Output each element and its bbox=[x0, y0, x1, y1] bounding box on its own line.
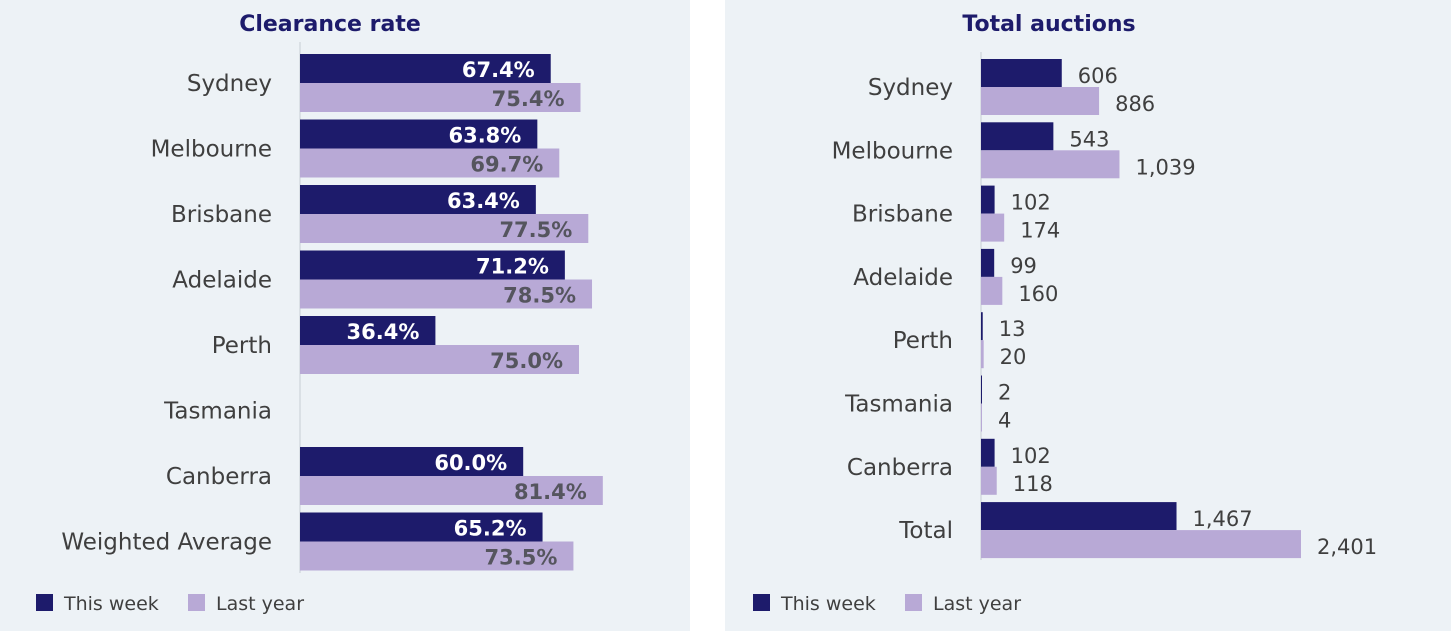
data-label: 174 bbox=[1020, 219, 1060, 243]
category-label: Tasmania bbox=[163, 399, 272, 425]
legend-label-last-year: Last year bbox=[216, 593, 304, 615]
category-label: Melbourne bbox=[151, 137, 272, 163]
bar-this-week bbox=[981, 122, 1054, 151]
data-label: 160 bbox=[1018, 282, 1058, 306]
bar-this-week bbox=[981, 59, 1062, 87]
chart-title: Total auctions bbox=[962, 12, 1135, 37]
legend-swatch-this-week bbox=[36, 594, 53, 611]
data-label: 13 bbox=[999, 317, 1026, 341]
data-label: 886 bbox=[1115, 92, 1155, 116]
bar-last-year bbox=[300, 345, 579, 374]
bar-this-week bbox=[300, 316, 436, 345]
legend-swatch-last-year bbox=[188, 594, 205, 611]
bar-last-year bbox=[981, 466, 997, 495]
total-auctions-panel: Total auctions Sydney 606 886 Melbourne 543 1,… bbox=[725, 0, 1451, 631]
bar-last-year bbox=[981, 276, 1003, 305]
data-label: 1,039 bbox=[1135, 155, 1195, 179]
legend-label-this-week: This week bbox=[63, 593, 159, 615]
bar-this-week bbox=[981, 375, 982, 404]
chart-title: Clearance rate bbox=[239, 12, 421, 37]
legend-label-last-year: Last year bbox=[933, 593, 1021, 615]
data-label: 102 bbox=[1011, 191, 1051, 215]
category-label: Canberra bbox=[166, 464, 272, 490]
data-label: 1,467 bbox=[1193, 507, 1253, 531]
bar-last-year bbox=[300, 541, 574, 571]
data-label: 73.5% bbox=[485, 546, 558, 570]
legend-label-this-week: This week bbox=[780, 593, 876, 615]
data-label: 81.4% bbox=[514, 480, 587, 504]
bar-last-year bbox=[981, 340, 984, 369]
data-label: 71.2% bbox=[476, 255, 549, 279]
data-label: 118 bbox=[1013, 472, 1053, 496]
category-label: Perth bbox=[212, 333, 272, 359]
bar-last-year bbox=[300, 279, 593, 309]
data-label: 4 bbox=[998, 409, 1011, 433]
category-label: Weighted Average bbox=[61, 530, 272, 556]
bar-this-week bbox=[300, 250, 565, 280]
bar-this-week bbox=[981, 248, 995, 277]
bar-this-week bbox=[981, 502, 1177, 531]
category-label: Brisbane bbox=[852, 202, 953, 228]
data-label: 67.4% bbox=[462, 58, 535, 82]
data-label: 543 bbox=[1069, 127, 1109, 151]
bar-last-year bbox=[981, 530, 1301, 559]
clearance-rate-panel: Clearance rate Sydney 67.4% 75.4% Melbourne 6… bbox=[0, 0, 690, 631]
data-label: 63.4% bbox=[447, 189, 520, 213]
bar-this-week bbox=[300, 185, 536, 214]
bar-last-year bbox=[300, 83, 581, 112]
bar-this-week bbox=[981, 312, 983, 341]
category-label: Perth bbox=[893, 328, 953, 354]
bar-this-week bbox=[300, 447, 524, 476]
legend-swatch-this-week bbox=[753, 594, 770, 611]
data-label: 102 bbox=[1011, 444, 1051, 468]
data-label: 78.5% bbox=[503, 284, 576, 308]
data-label: 606 bbox=[1078, 64, 1118, 88]
bar-last-year bbox=[981, 150, 1120, 179]
bar-last-year bbox=[300, 476, 603, 505]
data-label: 75.4% bbox=[492, 87, 565, 111]
category-label: Melbourne bbox=[832, 138, 953, 164]
data-label: 65.2% bbox=[454, 517, 527, 541]
bar-last-year bbox=[981, 213, 1005, 242]
data-label: 63.8% bbox=[448, 124, 521, 148]
bar-last-year bbox=[300, 148, 560, 178]
category-label: Canberra bbox=[847, 455, 953, 481]
category-label: Tasmania bbox=[844, 392, 953, 418]
data-label: 69.7% bbox=[470, 153, 543, 177]
data-label: 2 bbox=[998, 381, 1011, 405]
data-label: 36.4% bbox=[347, 320, 420, 344]
bar-last-year bbox=[981, 87, 1100, 115]
data-label: 75.0% bbox=[490, 349, 563, 373]
data-label: 77.5% bbox=[499, 218, 572, 242]
category-label: Brisbane bbox=[171, 202, 272, 228]
bar-last-year bbox=[981, 403, 982, 432]
total-auctions-chart: Total auctions Sydney 606 886 Melbourne 543 1,… bbox=[753, 12, 1377, 615]
category-label: Total bbox=[898, 518, 953, 544]
category-label: Sydney bbox=[187, 71, 272, 97]
bar-this-week bbox=[981, 438, 995, 467]
category-label: Adelaide bbox=[853, 265, 953, 291]
bar-this-week bbox=[981, 185, 995, 214]
bar-this-week bbox=[300, 54, 551, 83]
data-label: 20 bbox=[1000, 345, 1027, 369]
bar-last-year bbox=[300, 214, 589, 243]
data-label: 99 bbox=[1010, 254, 1037, 278]
clearance-rate-chart: Clearance rate Sydney 67.4% 75.4% Melbourne 6… bbox=[36, 12, 603, 615]
category-label: Adelaide bbox=[172, 268, 272, 294]
category-label: Sydney bbox=[868, 75, 953, 101]
data-label: 2,401 bbox=[1317, 535, 1377, 559]
data-label: 60.0% bbox=[434, 451, 507, 475]
bar-this-week bbox=[300, 119, 538, 149]
bar-this-week bbox=[300, 512, 543, 542]
legend-swatch-last-year bbox=[905, 594, 922, 611]
